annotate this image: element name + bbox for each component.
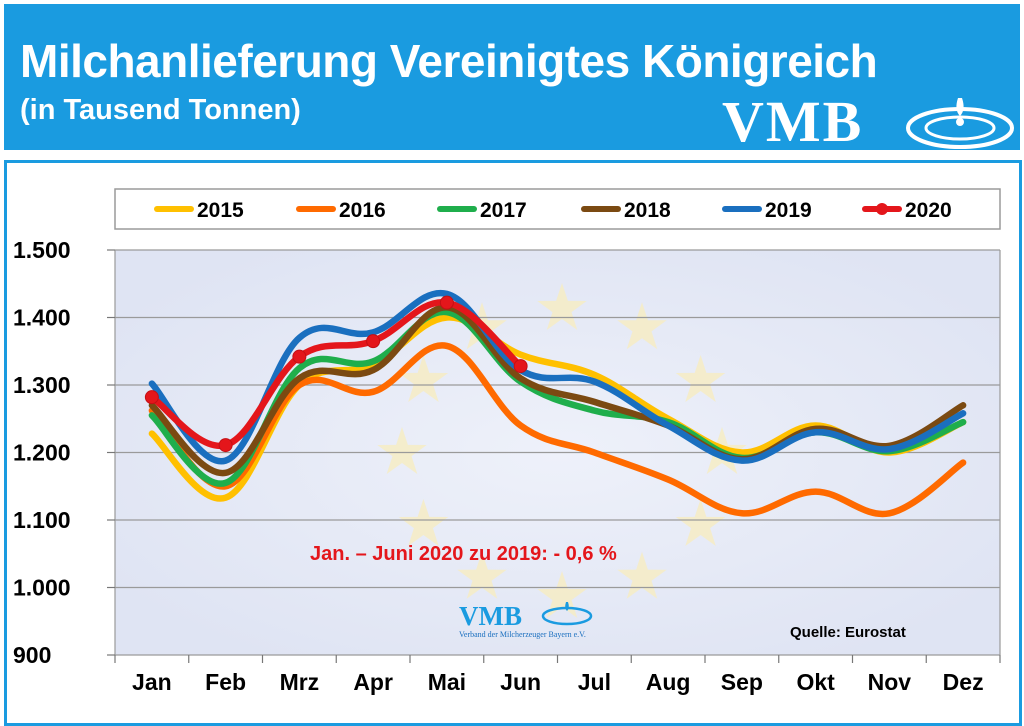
y-tick-label: 1.200 [13, 440, 71, 466]
eu-star [398, 355, 449, 402]
y-tick-label: 1.100 [13, 507, 71, 533]
x-tick-label: Feb [205, 669, 246, 695]
y-tick-label: 1.400 [13, 305, 71, 331]
x-tick-label: Sep [721, 669, 763, 695]
legend-box [114, 188, 1001, 230]
eu-star [457, 551, 507, 599]
series-line-2020 [148, 299, 524, 450]
page-subtitle: (in Tausend Tonnen) [20, 94, 301, 126]
x-tick-label: Dez [943, 669, 984, 695]
x-tick-label: Jan [132, 669, 172, 695]
eu-star [537, 571, 587, 618]
y-tick-label: 900 [13, 642, 51, 668]
line-chart: 900 1.000 1.100 1.200 1.300 1.400 1.500 Jan Feb… [13, 188, 1001, 695]
series-line-2018 [148, 304, 967, 477]
data-point-2020 [218, 438, 233, 453]
milk-drop-icon [906, 98, 1014, 149]
y-tick-label: 1.500 [13, 237, 71, 263]
y-tick-label: 1.300 [13, 372, 71, 398]
legend-label-2015: 2015 [197, 199, 244, 222]
x-tick-label: Mai [428, 669, 466, 695]
vmb-logo: VMB [722, 90, 1022, 154]
legend: 2015 2016 2017 2018 2019 2020 [154, 199, 952, 222]
vmb-watermark: VMB Verband der Milcherzeuger Bayern e.V… [459, 601, 593, 639]
data-point-2020 [513, 359, 528, 374]
series-line-2016 [148, 342, 967, 518]
vmb-watermark-org: Verband der Milcherzeuger Bayern e.V. [459, 630, 586, 639]
eu-star [377, 427, 427, 474]
legend-label-2017: 2017 [480, 199, 527, 222]
x-axis-ticks: Jan Feb Mrz Apr Mai Jun Jul Aug Sep Okt Nov Dez [114, 655, 1001, 695]
eu-star [675, 499, 726, 546]
y-tick-label: 1.000 [13, 575, 71, 601]
series-lines [148, 289, 967, 518]
data-point-2020 [144, 390, 159, 405]
eu-star [617, 302, 667, 350]
milk-drop-small-icon [541, 602, 593, 626]
eu-star [675, 355, 726, 402]
source-label: Quelle: Eurostat [790, 624, 906, 641]
x-tick-label: Nov [868, 669, 912, 695]
legend-marker-2020 [876, 203, 888, 215]
y-axis-ticks: 900 1.000 1.100 1.200 1.300 1.400 1.500 [13, 237, 115, 668]
data-point-2020 [366, 334, 381, 349]
eu-star [398, 499, 449, 546]
header-banner: Milchanlieferung Vereinigtes Königreich … [4, 4, 1020, 154]
page-title: Milchanlieferung Vereinigtes Königreich [20, 35, 878, 87]
x-tick-label: Mrz [280, 669, 320, 695]
chart-panel: 900 1.000 1.100 1.200 1.300 1.400 1.500 Jan Feb… [4, 160, 1022, 726]
legend-label-2020: 2020 [905, 199, 952, 222]
legend-label-2016: 2016 [339, 199, 386, 222]
legend-label-2019: 2019 [765, 199, 812, 222]
data-point-2020 [292, 349, 307, 364]
eu-star [617, 551, 667, 599]
x-tick-label: Aug [646, 669, 691, 695]
x-tick-label: Jul [578, 669, 611, 695]
series-markers [144, 295, 528, 453]
x-tick-label: Okt [796, 669, 835, 695]
comparison-annotation: Jan. – Juni 2020 zu 2019: - 0,6 % [310, 543, 617, 565]
data-point-2020 [439, 295, 454, 310]
vmb-logo-text: VMB [722, 89, 864, 154]
x-tick-label: Apr [353, 669, 393, 695]
legend-label-2018: 2018 [624, 199, 671, 222]
vmb-watermark-text: VMB [459, 601, 522, 631]
eu-star [537, 283, 587, 330]
x-tick-label: Jun [500, 669, 541, 695]
